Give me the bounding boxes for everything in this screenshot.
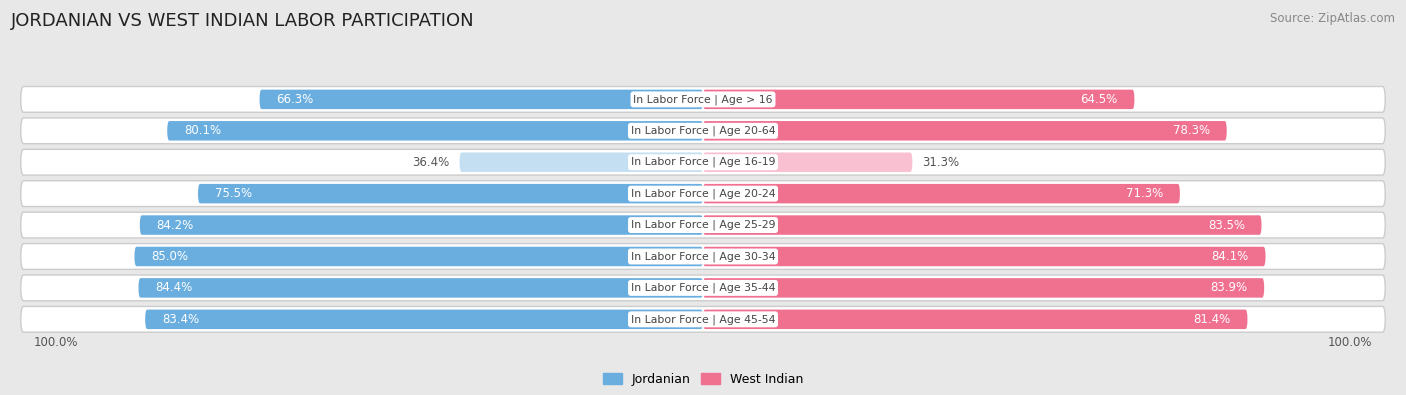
FancyBboxPatch shape	[21, 244, 1385, 269]
Text: In Labor Force | Age 35-44: In Labor Force | Age 35-44	[631, 283, 775, 293]
Text: In Labor Force | Age 25-29: In Labor Force | Age 25-29	[631, 220, 775, 230]
Text: 64.5%: 64.5%	[1080, 93, 1118, 106]
FancyBboxPatch shape	[703, 121, 1226, 141]
Text: 84.2%: 84.2%	[156, 218, 194, 231]
Text: Source: ZipAtlas.com: Source: ZipAtlas.com	[1270, 12, 1395, 25]
Text: 31.3%: 31.3%	[922, 156, 959, 169]
Text: In Labor Force | Age 20-24: In Labor Force | Age 20-24	[631, 188, 775, 199]
FancyBboxPatch shape	[21, 149, 1385, 175]
FancyBboxPatch shape	[167, 121, 703, 141]
Text: In Labor Force | Age 16-19: In Labor Force | Age 16-19	[631, 157, 775, 167]
Text: 83.4%: 83.4%	[162, 313, 200, 326]
FancyBboxPatch shape	[703, 278, 1264, 298]
Text: In Labor Force | Age 45-54: In Labor Force | Age 45-54	[631, 314, 775, 325]
FancyBboxPatch shape	[21, 118, 1385, 144]
FancyBboxPatch shape	[703, 215, 1261, 235]
Text: 81.4%: 81.4%	[1194, 313, 1230, 326]
Text: 66.3%: 66.3%	[276, 93, 314, 106]
FancyBboxPatch shape	[703, 90, 1135, 109]
Text: 84.4%: 84.4%	[155, 281, 193, 294]
Text: 83.9%: 83.9%	[1211, 281, 1247, 294]
Text: 75.5%: 75.5%	[215, 187, 252, 200]
FancyBboxPatch shape	[260, 90, 703, 109]
Legend: Jordanian, West Indian: Jordanian, West Indian	[598, 368, 808, 391]
Text: In Labor Force | Age 30-34: In Labor Force | Age 30-34	[631, 251, 775, 262]
FancyBboxPatch shape	[460, 152, 703, 172]
Text: 83.5%: 83.5%	[1208, 218, 1244, 231]
Text: 80.1%: 80.1%	[184, 124, 221, 137]
Text: 84.1%: 84.1%	[1212, 250, 1249, 263]
FancyBboxPatch shape	[703, 152, 912, 172]
FancyBboxPatch shape	[145, 310, 703, 329]
Text: 36.4%: 36.4%	[412, 156, 450, 169]
Text: JORDANIAN VS WEST INDIAN LABOR PARTICIPATION: JORDANIAN VS WEST INDIAN LABOR PARTICIPA…	[11, 12, 475, 30]
FancyBboxPatch shape	[139, 215, 703, 235]
Text: 100.0%: 100.0%	[34, 337, 79, 350]
FancyBboxPatch shape	[21, 275, 1385, 301]
Text: 100.0%: 100.0%	[1327, 337, 1372, 350]
FancyBboxPatch shape	[21, 181, 1385, 207]
Text: In Labor Force | Age 20-64: In Labor Force | Age 20-64	[631, 126, 775, 136]
Text: 71.3%: 71.3%	[1126, 187, 1163, 200]
FancyBboxPatch shape	[21, 307, 1385, 332]
FancyBboxPatch shape	[703, 247, 1265, 266]
Text: 85.0%: 85.0%	[152, 250, 188, 263]
Text: In Labor Force | Age > 16: In Labor Force | Age > 16	[633, 94, 773, 105]
FancyBboxPatch shape	[135, 247, 703, 266]
FancyBboxPatch shape	[703, 310, 1247, 329]
Text: 78.3%: 78.3%	[1173, 124, 1211, 137]
FancyBboxPatch shape	[21, 212, 1385, 238]
FancyBboxPatch shape	[21, 87, 1385, 112]
FancyBboxPatch shape	[198, 184, 703, 203]
FancyBboxPatch shape	[703, 184, 1180, 203]
FancyBboxPatch shape	[138, 278, 703, 298]
